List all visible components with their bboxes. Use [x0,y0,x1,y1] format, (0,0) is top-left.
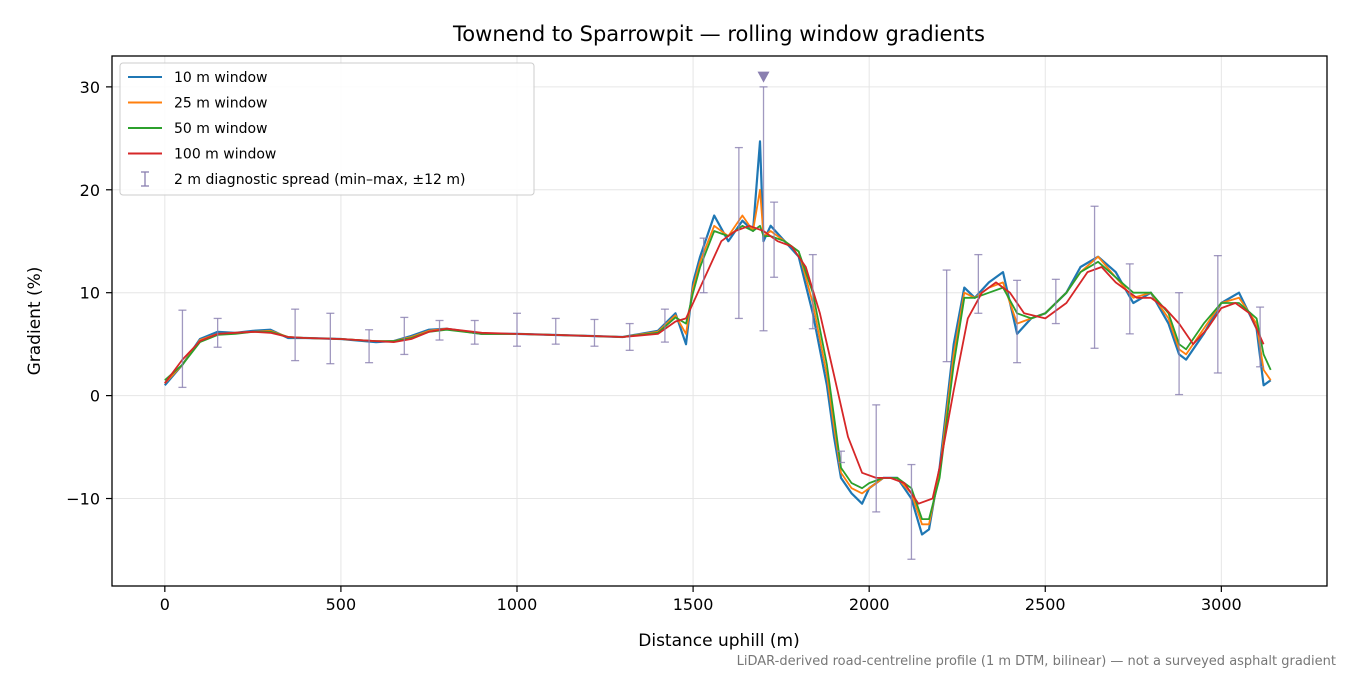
plot-frame [111,55,1328,587]
y-tick-label: 30 [80,78,100,97]
axis-ticks: 0 500 1000 1500 2000 2500 3000 −10 0 10 20 30 [66,78,1241,614]
y-tick-label: −10 [66,490,100,509]
x-tick-label: 500 [326,595,357,614]
legend: 10 m window 25 m window 50 m window 100 m w… [119,62,535,196]
legend-label-diagnostic: 2 m diagnostic spread (min–max, ±12 m) [174,172,465,188]
y-tick-label: 20 [80,181,100,200]
x-tick-label: 0 [160,595,170,614]
x-tick-label: 2000 [849,595,890,614]
series-layer [163,140,1272,536]
x-tick-label: 3000 [1201,595,1242,614]
legend-label-4: 100 m window [174,147,276,163]
y-tick-label: 10 [80,284,100,303]
legend-label-1: 10 m window [174,70,267,86]
legend-label-2: 25 m window [174,96,267,112]
y-tick-label: 0 [90,387,100,406]
peak-marker [757,71,770,83]
x-tick-label: 1000 [497,595,538,614]
series-line-4 [164,224,1265,505]
footnote: LiDAR-derived road-centreline profile (1… [737,654,1336,669]
x-axis-label: Distance uphill (m) [638,631,799,651]
diagnostic-layer [178,71,1265,560]
y-axis-label: Gradient (%) [25,267,45,376]
legend-box [119,62,535,196]
x-tick-label: 1500 [673,595,714,614]
legend-label-3: 50 m window [174,121,267,137]
chart-title: Townend to Sparrowpit — rolling window g… [452,22,985,46]
series-line-3 [164,224,1272,520]
x-tick-label: 2500 [1025,595,1066,614]
